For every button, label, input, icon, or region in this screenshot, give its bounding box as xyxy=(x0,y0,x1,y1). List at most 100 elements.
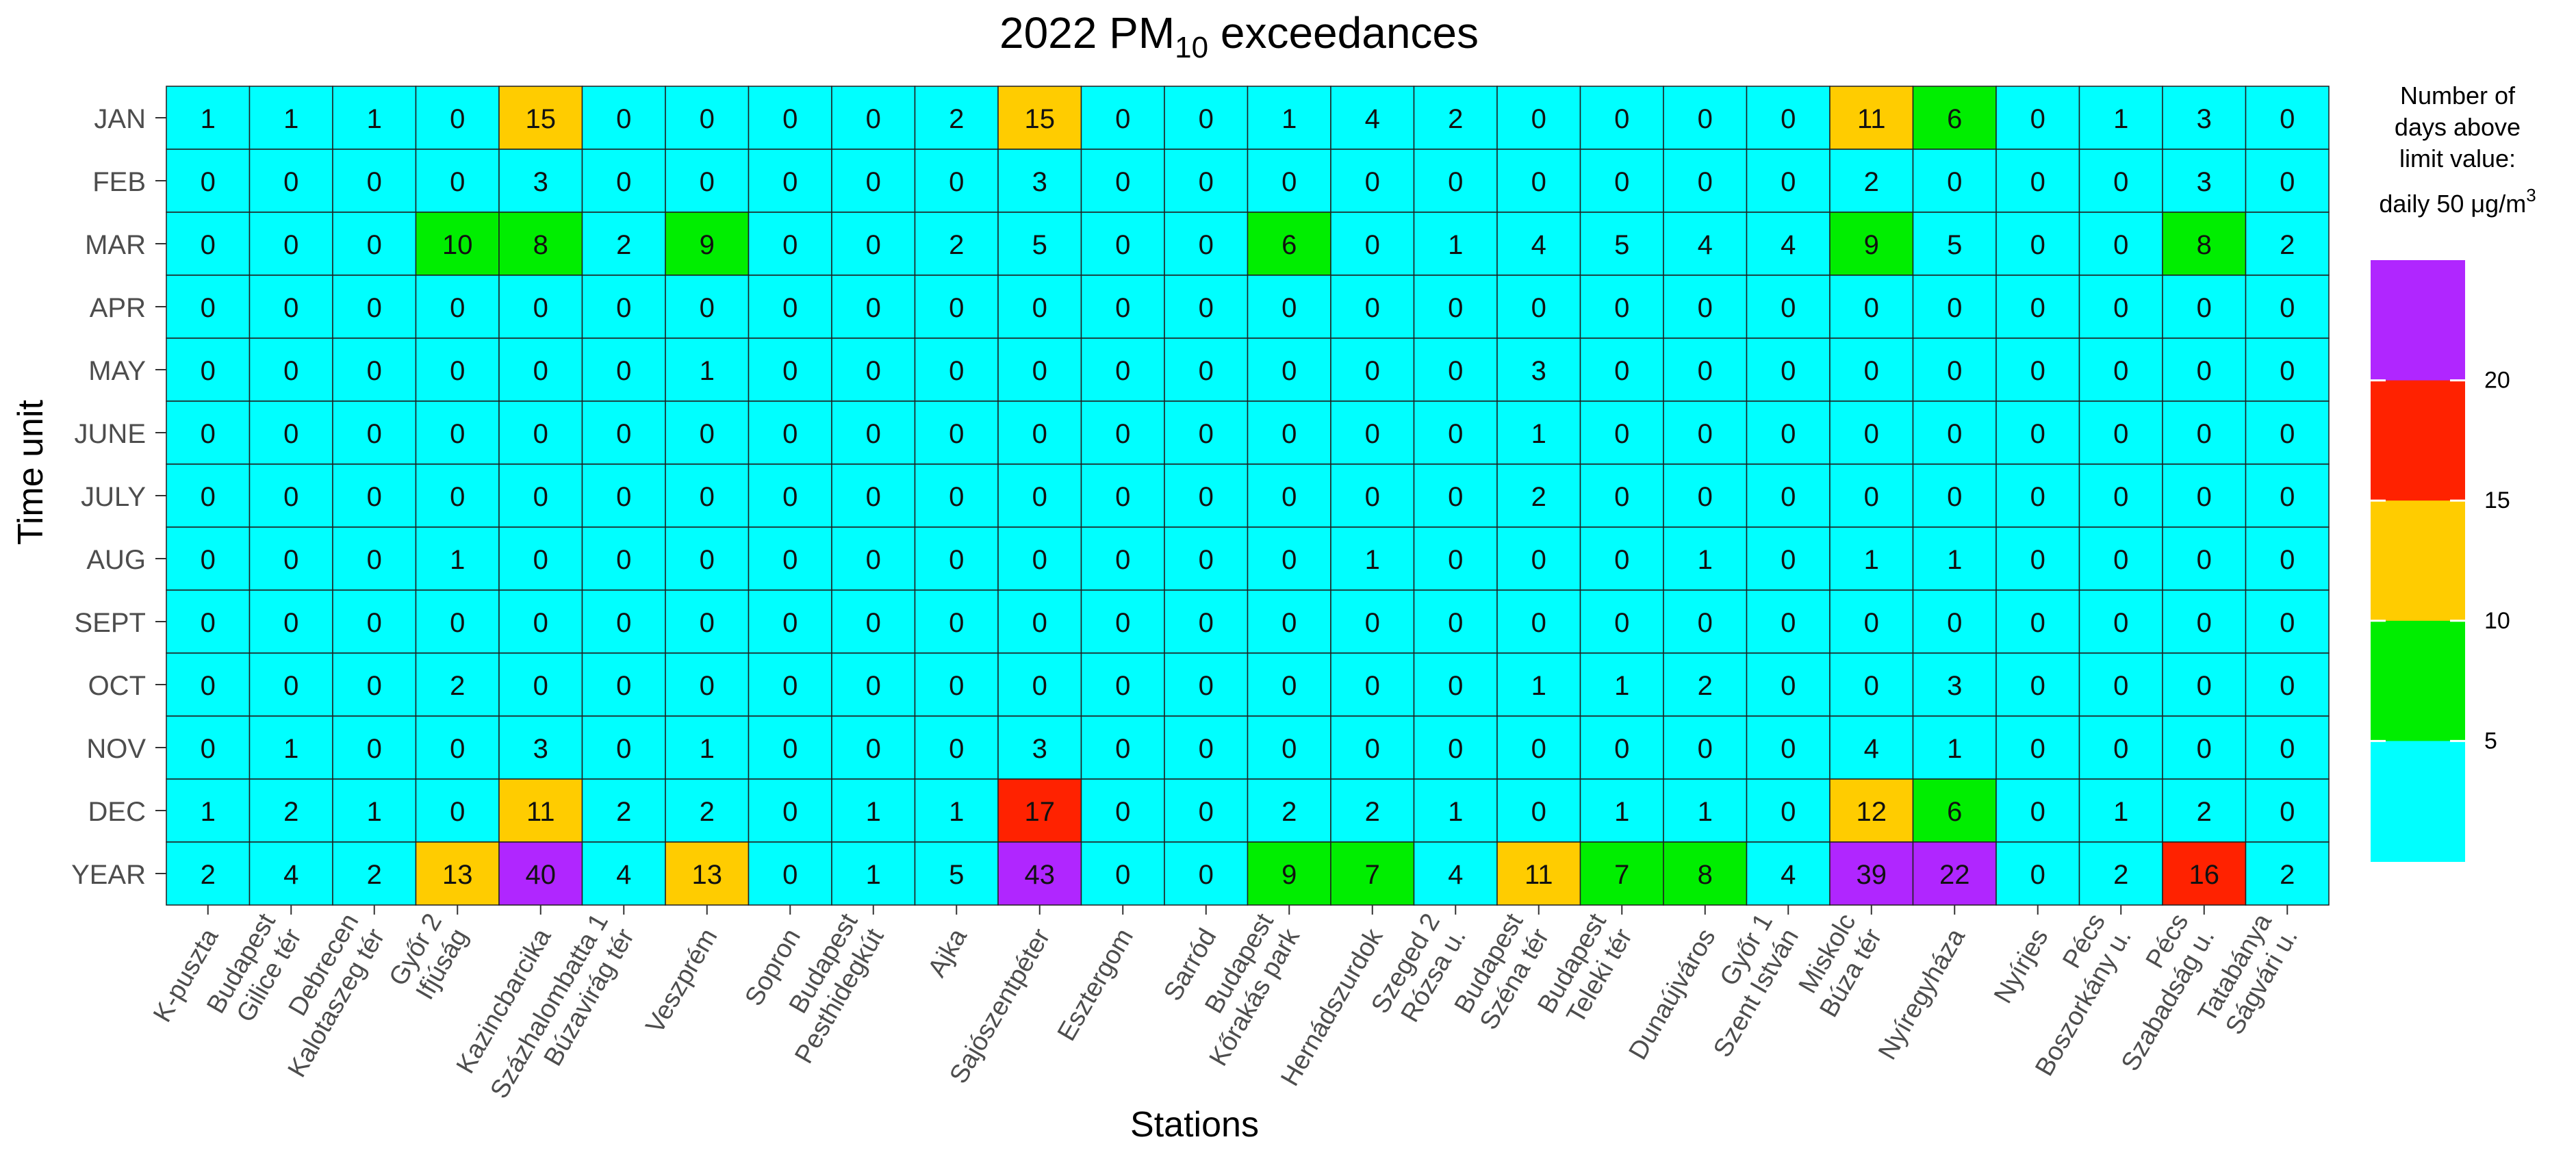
heatmap-cell xyxy=(1080,337,1165,402)
cell-value-label: 0 xyxy=(700,167,715,197)
cell-value-label: 0 xyxy=(367,356,382,386)
cell-value-label: 0 xyxy=(283,293,298,323)
cell-value-label: 0 xyxy=(1614,482,1629,512)
cell-value-label: 5 xyxy=(1614,230,1629,260)
cell-value-label: 0 xyxy=(2113,293,2128,323)
cell-value-label: 0 xyxy=(367,608,382,638)
cell-value-label: 0 xyxy=(1531,608,1546,638)
heatmap-cell xyxy=(1995,652,2080,717)
heatmap-cell xyxy=(248,463,333,528)
heatmap-cell xyxy=(748,778,832,843)
heatmap-cell xyxy=(1496,149,1581,213)
cell-value-label: 0 xyxy=(866,104,881,134)
heatmap-cell xyxy=(1247,778,1331,843)
heatmap-cell xyxy=(1579,715,1664,780)
legend-title-line-1: Number of xyxy=(2400,81,2516,110)
heatmap-cell xyxy=(1663,149,1748,213)
cell-value-label: 0 xyxy=(1698,482,1713,512)
heatmap-cell xyxy=(415,841,500,906)
heatmap-cell xyxy=(1164,589,1249,654)
heatmap-cell xyxy=(1247,841,1331,906)
heatmap-cell xyxy=(665,526,750,591)
heatmap-cell xyxy=(166,463,251,528)
heatmap-cell xyxy=(1829,589,1914,654)
heatmap-cell xyxy=(415,86,500,150)
heatmap-cell xyxy=(2078,275,2163,339)
heatmap-cell xyxy=(1663,86,1748,150)
heatmap-cell xyxy=(2162,400,2247,465)
row-label: JUNE xyxy=(75,419,146,449)
heatmap-cell xyxy=(997,652,1082,717)
cell-value-label: 0 xyxy=(1531,797,1546,827)
cell-value-label: 0 xyxy=(2030,860,2045,890)
row-label: NOV xyxy=(86,734,146,764)
cell-value-label: 7 xyxy=(1365,860,1380,890)
column-label: K-puszta xyxy=(148,924,225,1028)
heatmap-cell xyxy=(248,841,333,906)
cell-value-label: 12 xyxy=(1857,797,1887,827)
cell-value-label: 0 xyxy=(1698,734,1713,764)
legend-unit: daily 50 μg/m xyxy=(2379,190,2526,218)
heatmap-cell xyxy=(332,715,417,780)
cell-value-label: 0 xyxy=(866,167,881,197)
cell-value-label: 0 xyxy=(283,608,298,638)
cell-value-label: 2 xyxy=(201,860,216,890)
cell-value-label: 2 xyxy=(1531,482,1546,512)
cell-value-label: 0 xyxy=(1614,608,1629,638)
heatmap-cell xyxy=(248,778,333,843)
cell-value-label: 0 xyxy=(866,230,881,260)
cell-value-label: 0 xyxy=(1947,356,1962,386)
cell-value-label: 8 xyxy=(2197,230,2212,260)
heatmap-cell xyxy=(748,841,832,906)
cell-value-label: 0 xyxy=(2030,230,2045,260)
cell-value-label: 0 xyxy=(782,419,798,449)
heatmap-cell xyxy=(1247,526,1331,591)
heatmap-cell xyxy=(2078,337,2163,402)
cell-value-label: 3 xyxy=(1947,671,1962,701)
heatmap-cell xyxy=(1496,526,1581,591)
cell-value-label: 0 xyxy=(1864,356,1879,386)
cell-value-label: 0 xyxy=(782,545,798,575)
cell-value-label: 0 xyxy=(367,671,382,701)
heatmap-cell xyxy=(1663,463,1748,528)
cell-value-label: 0 xyxy=(949,419,964,449)
heatmap-cell xyxy=(332,778,417,843)
heatmap-cell xyxy=(1912,86,1997,150)
cell-value-label: 0 xyxy=(1115,734,1130,764)
heatmap-cell xyxy=(1496,778,1581,843)
cell-value-label: 9 xyxy=(700,230,715,260)
heatmap-cell xyxy=(1829,275,1914,339)
cell-value-label: 0 xyxy=(782,482,798,512)
heatmap-cell xyxy=(748,337,832,402)
cell-value-label: 0 xyxy=(2113,482,2128,512)
heatmap-cell xyxy=(1746,463,1831,528)
heatmap-cell xyxy=(665,212,750,276)
cell-value-label: 0 xyxy=(1115,482,1130,512)
heatmap-cell xyxy=(2245,715,2330,780)
heatmap-cell xyxy=(997,337,1082,402)
cell-value-label: 0 xyxy=(1365,356,1380,386)
heatmap-cell xyxy=(1080,652,1165,717)
cell-value-label: 0 xyxy=(1032,482,1047,512)
cell-value-label: 0 xyxy=(1199,482,1214,512)
cell-value-label: 0 xyxy=(283,230,298,260)
heatmap-cell xyxy=(581,86,666,150)
heatmap-cell xyxy=(1496,400,1581,465)
column-label-line: K-puszta xyxy=(148,924,225,1028)
cell-value-label: 0 xyxy=(2280,671,2295,701)
heatmap-cell xyxy=(997,526,1082,591)
heatmap-cell xyxy=(1995,149,2080,213)
heatmap-cell xyxy=(581,652,666,717)
cell-value-label: 0 xyxy=(700,104,715,134)
cell-value-label: 0 xyxy=(2197,734,2212,764)
cell-value-label: 0 xyxy=(1032,671,1047,701)
cell-value-label: 11 xyxy=(526,797,555,827)
heatmap-cell xyxy=(332,86,417,150)
cell-value-label: 0 xyxy=(616,104,631,134)
cell-value-label: 1 xyxy=(866,860,881,890)
cell-value-label: 0 xyxy=(1864,482,1879,512)
heatmap-cell xyxy=(1746,778,1831,843)
heatmap-cell xyxy=(2245,86,2330,150)
row-label: JULY xyxy=(81,482,146,512)
cell-value-label: 4 xyxy=(1781,230,1796,260)
